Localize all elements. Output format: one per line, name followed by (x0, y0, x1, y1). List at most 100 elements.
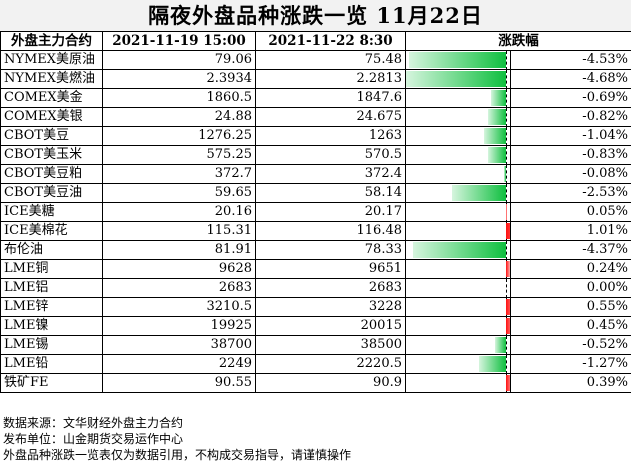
contract-name: ICE美棉花 (0, 221, 103, 241)
change-percent: -4.53% (510, 50, 631, 70)
change-bar-cell (405, 183, 511, 203)
change-percent: 0.05% (510, 202, 631, 222)
change-bar-cell (405, 126, 511, 146)
curr-price: 24.675 (255, 107, 406, 127)
change-percent: -2.53% (510, 183, 631, 203)
zero-axis (506, 184, 507, 202)
table-row: LME铅 2249 2220.5 -1.27% (0, 354, 631, 374)
change-bar (409, 52, 506, 68)
table-row: 铁矿FE 90.55 90.9 0.39% (0, 373, 631, 393)
curr-price: 20015 (255, 316, 406, 336)
note-source: 数据来源：文华财经外盘主力合约 (3, 416, 184, 430)
header-curr-date: 2021-11-22 8:30 (255, 31, 406, 51)
prev-price: 19925 (102, 316, 256, 336)
curr-price: 1847.6 (255, 88, 406, 108)
curr-price: 2220.5 (255, 354, 406, 374)
zero-axis (506, 336, 507, 354)
prev-price: 1276.25 (102, 126, 256, 146)
header-contract: 外盘主力合约 (0, 31, 103, 51)
page-title: 隔夜外盘品种涨跌一览 11月22日 (0, 0, 631, 32)
change-bar (506, 204, 508, 220)
curr-price: 1263 (255, 126, 406, 146)
change-bar-cell (405, 107, 511, 127)
prev-price: 2.3934 (102, 69, 256, 89)
curr-price: 2.2813 (255, 69, 406, 89)
contract-name: LME铜 (0, 259, 103, 279)
change-bar (483, 128, 506, 144)
change-bar-cell (405, 240, 511, 260)
change-bar (506, 318, 510, 334)
curr-price: 20.17 (255, 202, 406, 222)
prev-price: 3210.5 (102, 297, 256, 317)
change-bar-cell (405, 278, 511, 298)
curr-price: 116.48 (255, 221, 406, 241)
change-bar (494, 337, 506, 353)
prev-price: 90.55 (102, 373, 256, 393)
header-row: 外盘主力合约 2021-11-19 15:00 2021-11-22 8:30 … (0, 31, 631, 51)
table-row: ICE美棉花 115.31 116.48 1.01% (0, 221, 631, 241)
change-bar (451, 185, 506, 201)
contract-name: COMEX美银 (0, 107, 103, 127)
change-bar (506, 261, 510, 277)
contract-name: NYMEX美原油 (0, 50, 103, 70)
change-percent: 0.55% (510, 297, 631, 317)
change-percent: -0.82% (510, 107, 631, 127)
curr-price: 570.5 (255, 145, 406, 165)
contract-name: CBOT美豆粕 (0, 164, 103, 184)
contract-name: LME铅 (0, 354, 103, 374)
contract-name: 铁矿FE (0, 373, 103, 393)
table-row: ICE美糖 20.16 20.17 0.05% (0, 202, 631, 222)
zero-axis (506, 279, 507, 297)
change-bar (488, 109, 506, 125)
change-bar-cell (405, 88, 511, 108)
change-bar (478, 356, 506, 372)
zero-axis (506, 127, 507, 145)
change-bar (491, 90, 506, 106)
curr-price: 58.14 (255, 183, 406, 203)
change-bar-cell (405, 69, 511, 89)
change-percent: -0.52% (510, 335, 631, 355)
change-bar-cell (405, 373, 511, 393)
contract-name: LME锡 (0, 335, 103, 355)
prev-price: 372.7 (102, 164, 256, 184)
curr-price: 38500 (255, 335, 406, 355)
change-percent: -4.37% (510, 240, 631, 260)
change-bar (506, 375, 510, 391)
change-percent: -4.68% (510, 69, 631, 89)
table-row: COMEX美金 1860.5 1847.6 -0.69% (0, 88, 631, 108)
change-percent: 0.39% (510, 373, 631, 393)
change-bar-cell (405, 164, 511, 184)
change-percent: -0.08% (510, 164, 631, 184)
change-bar (488, 147, 506, 163)
change-percent: -1.04% (510, 126, 631, 146)
prev-price: 79.06 (102, 50, 256, 70)
table-row: CBOT美豆粕 372.7 372.4 -0.08% (0, 164, 631, 184)
curr-price: 90.9 (255, 373, 406, 393)
curr-price: 2683 (255, 278, 406, 298)
contract-name: ICE美糖 (0, 202, 103, 222)
prev-price: 24.88 (102, 107, 256, 127)
table-row: NYMEX美燃油 2.3934 2.2813 -4.68% (0, 69, 631, 89)
prev-price: 20.16 (102, 202, 256, 222)
change-bar-cell (405, 221, 511, 241)
note-publisher: 发布单位：山金期货交易运作中心 (3, 432, 184, 446)
curr-price: 3228 (255, 297, 406, 317)
contract-name: CBOT美玉米 (0, 145, 103, 165)
table-row: LME锌 3210.5 3228 0.55% (0, 297, 631, 317)
contract-name: 布伦油 (0, 240, 103, 260)
change-bar-cell (405, 297, 511, 317)
curr-price: 75.48 (255, 50, 406, 70)
change-percent: 1.01% (510, 221, 631, 241)
zero-axis (506, 89, 507, 107)
change-percent: -0.69% (510, 88, 631, 108)
prev-price: 2249 (102, 354, 256, 374)
footnotes: 数据来源：文华财经外盘主力合约 发布单位：山金期货交易运作中心 外盘品种涨跌一览… (3, 415, 351, 463)
prev-price: 81.91 (102, 240, 256, 260)
change-bar (412, 242, 506, 258)
change-percent: -0.83% (510, 145, 631, 165)
table-row: 布伦油 81.91 78.33 -4.37% (0, 240, 631, 260)
zero-axis (506, 165, 507, 183)
prev-price: 38700 (102, 335, 256, 355)
zero-axis (506, 355, 507, 373)
change-bar (406, 71, 506, 87)
